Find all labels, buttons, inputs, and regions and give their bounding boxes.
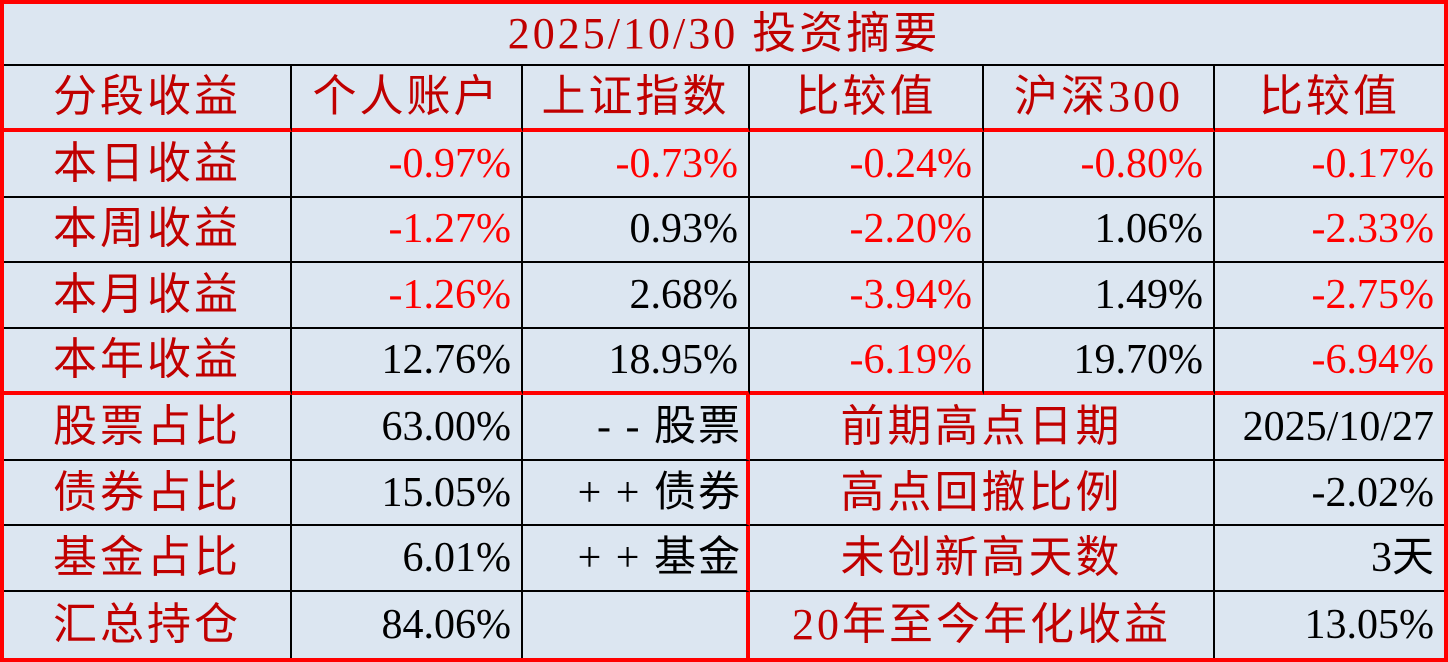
value-cell: -1.26% xyxy=(292,263,523,330)
stat-value: 3天 xyxy=(1215,526,1444,593)
value-text: 19.70% xyxy=(1073,336,1204,383)
value-text: -2.20% xyxy=(849,206,972,253)
stat-value: 2025/10/27 xyxy=(1215,395,1444,461)
row-label: 本日收益 xyxy=(4,131,292,198)
value-cell: -0.17% xyxy=(1215,132,1444,198)
value-text: -2.33% xyxy=(1311,206,1434,253)
value-cell: 18.95% xyxy=(523,329,750,395)
value-cell: -3.94% xyxy=(750,263,984,330)
value-cell: 63.00% xyxy=(292,394,523,461)
value-text: -2.75% xyxy=(1311,272,1434,319)
indicator-cell: - - 股票 xyxy=(523,394,750,461)
value-text: -1.27% xyxy=(388,206,511,253)
value-text: -0.73% xyxy=(615,140,738,187)
row-label: 本周收益 xyxy=(4,197,292,264)
value-cell: 12.76% xyxy=(292,329,523,395)
value-cell: 0.93% xyxy=(523,197,750,264)
value-cell: -0.24% xyxy=(750,131,984,198)
header-sse-index: 上证指数 xyxy=(523,66,750,132)
stat-value: -2.02% xyxy=(1215,461,1444,527)
value-text: 1.06% xyxy=(1094,206,1204,253)
value-cell: 2.68% xyxy=(523,263,750,330)
row-label: 本月收益 xyxy=(4,263,292,330)
value-text: -0.24% xyxy=(849,140,972,187)
header-segment: 分段收益 xyxy=(4,66,292,132)
value-text: 1.49% xyxy=(1094,272,1204,319)
value-cell: 6.01% xyxy=(292,526,523,593)
value-cell: -0.80% xyxy=(984,131,1215,198)
value-cell: -2.20% xyxy=(750,197,984,264)
indicator-cell: + + 债券 xyxy=(523,460,750,527)
value-cell: -0.97% xyxy=(292,131,523,198)
value-text: 18.95% xyxy=(608,336,739,383)
value-text: -0.80% xyxy=(1080,140,1203,187)
stat-label: 未创新高天数 xyxy=(750,526,1215,593)
header-personal-account: 个人账户 xyxy=(292,66,523,132)
value-cell: -2.75% xyxy=(1215,263,1444,330)
value-cell: 1.49% xyxy=(984,263,1215,330)
value-cell: -6.19% xyxy=(750,329,984,395)
row-label: 股票占比 xyxy=(4,394,292,461)
value-text: 0.93% xyxy=(629,206,739,253)
value-text: -1.26% xyxy=(388,272,511,319)
stat-label: 前期高点日期 xyxy=(750,394,1215,461)
row-label: 本年收益 xyxy=(4,329,292,395)
value-text: -0.97% xyxy=(388,140,511,187)
stat-label: 20年至今年化收益 xyxy=(750,592,1215,658)
stat-label: 高点回撤比例 xyxy=(750,460,1215,527)
row-label: 债券占比 xyxy=(4,460,292,527)
value-text: -3.94% xyxy=(849,272,972,319)
value-cell: -6.94% xyxy=(1215,329,1444,395)
row-label: 汇总持仓 xyxy=(4,592,292,658)
value-cell: 15.05% xyxy=(292,460,523,527)
stat-value: 13.05% xyxy=(1304,602,1435,649)
value-text: 2.68% xyxy=(629,272,739,319)
value-cell: 1.06% xyxy=(984,197,1215,264)
header-compare-1: 比较值 xyxy=(750,66,984,132)
value-text: -6.94% xyxy=(1311,336,1434,383)
header-compare-2: 比较值 xyxy=(1215,66,1444,132)
indicator-cell: + + 基金 xyxy=(523,526,750,593)
value-text: -0.17% xyxy=(1311,140,1434,187)
value-cell: -1.27% xyxy=(292,197,523,264)
header-csi300: 沪深300 xyxy=(984,66,1215,132)
value-cell: -0.73% xyxy=(523,131,750,198)
row-label: 基金占比 xyxy=(4,526,292,593)
page-title: 2025/10/30 投资摘要 xyxy=(4,4,1444,66)
value-text: 12.76% xyxy=(381,336,512,383)
value-cell: 19.70% xyxy=(984,329,1215,395)
value-cell: -2.33% xyxy=(1215,198,1444,264)
value-text: -6.19% xyxy=(849,336,972,383)
value-cell: 84.06% xyxy=(292,592,523,658)
indicator-cell xyxy=(523,592,750,658)
